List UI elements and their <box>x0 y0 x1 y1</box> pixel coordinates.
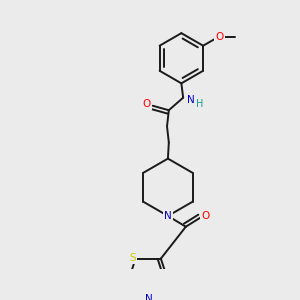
Text: S: S <box>130 253 136 263</box>
Text: O: O <box>142 99 151 109</box>
Text: N: N <box>145 294 153 300</box>
Text: O: O <box>215 32 223 42</box>
Text: H: H <box>196 99 203 109</box>
Text: N: N <box>164 211 172 221</box>
Text: N: N <box>187 95 195 105</box>
Text: O: O <box>201 211 210 221</box>
